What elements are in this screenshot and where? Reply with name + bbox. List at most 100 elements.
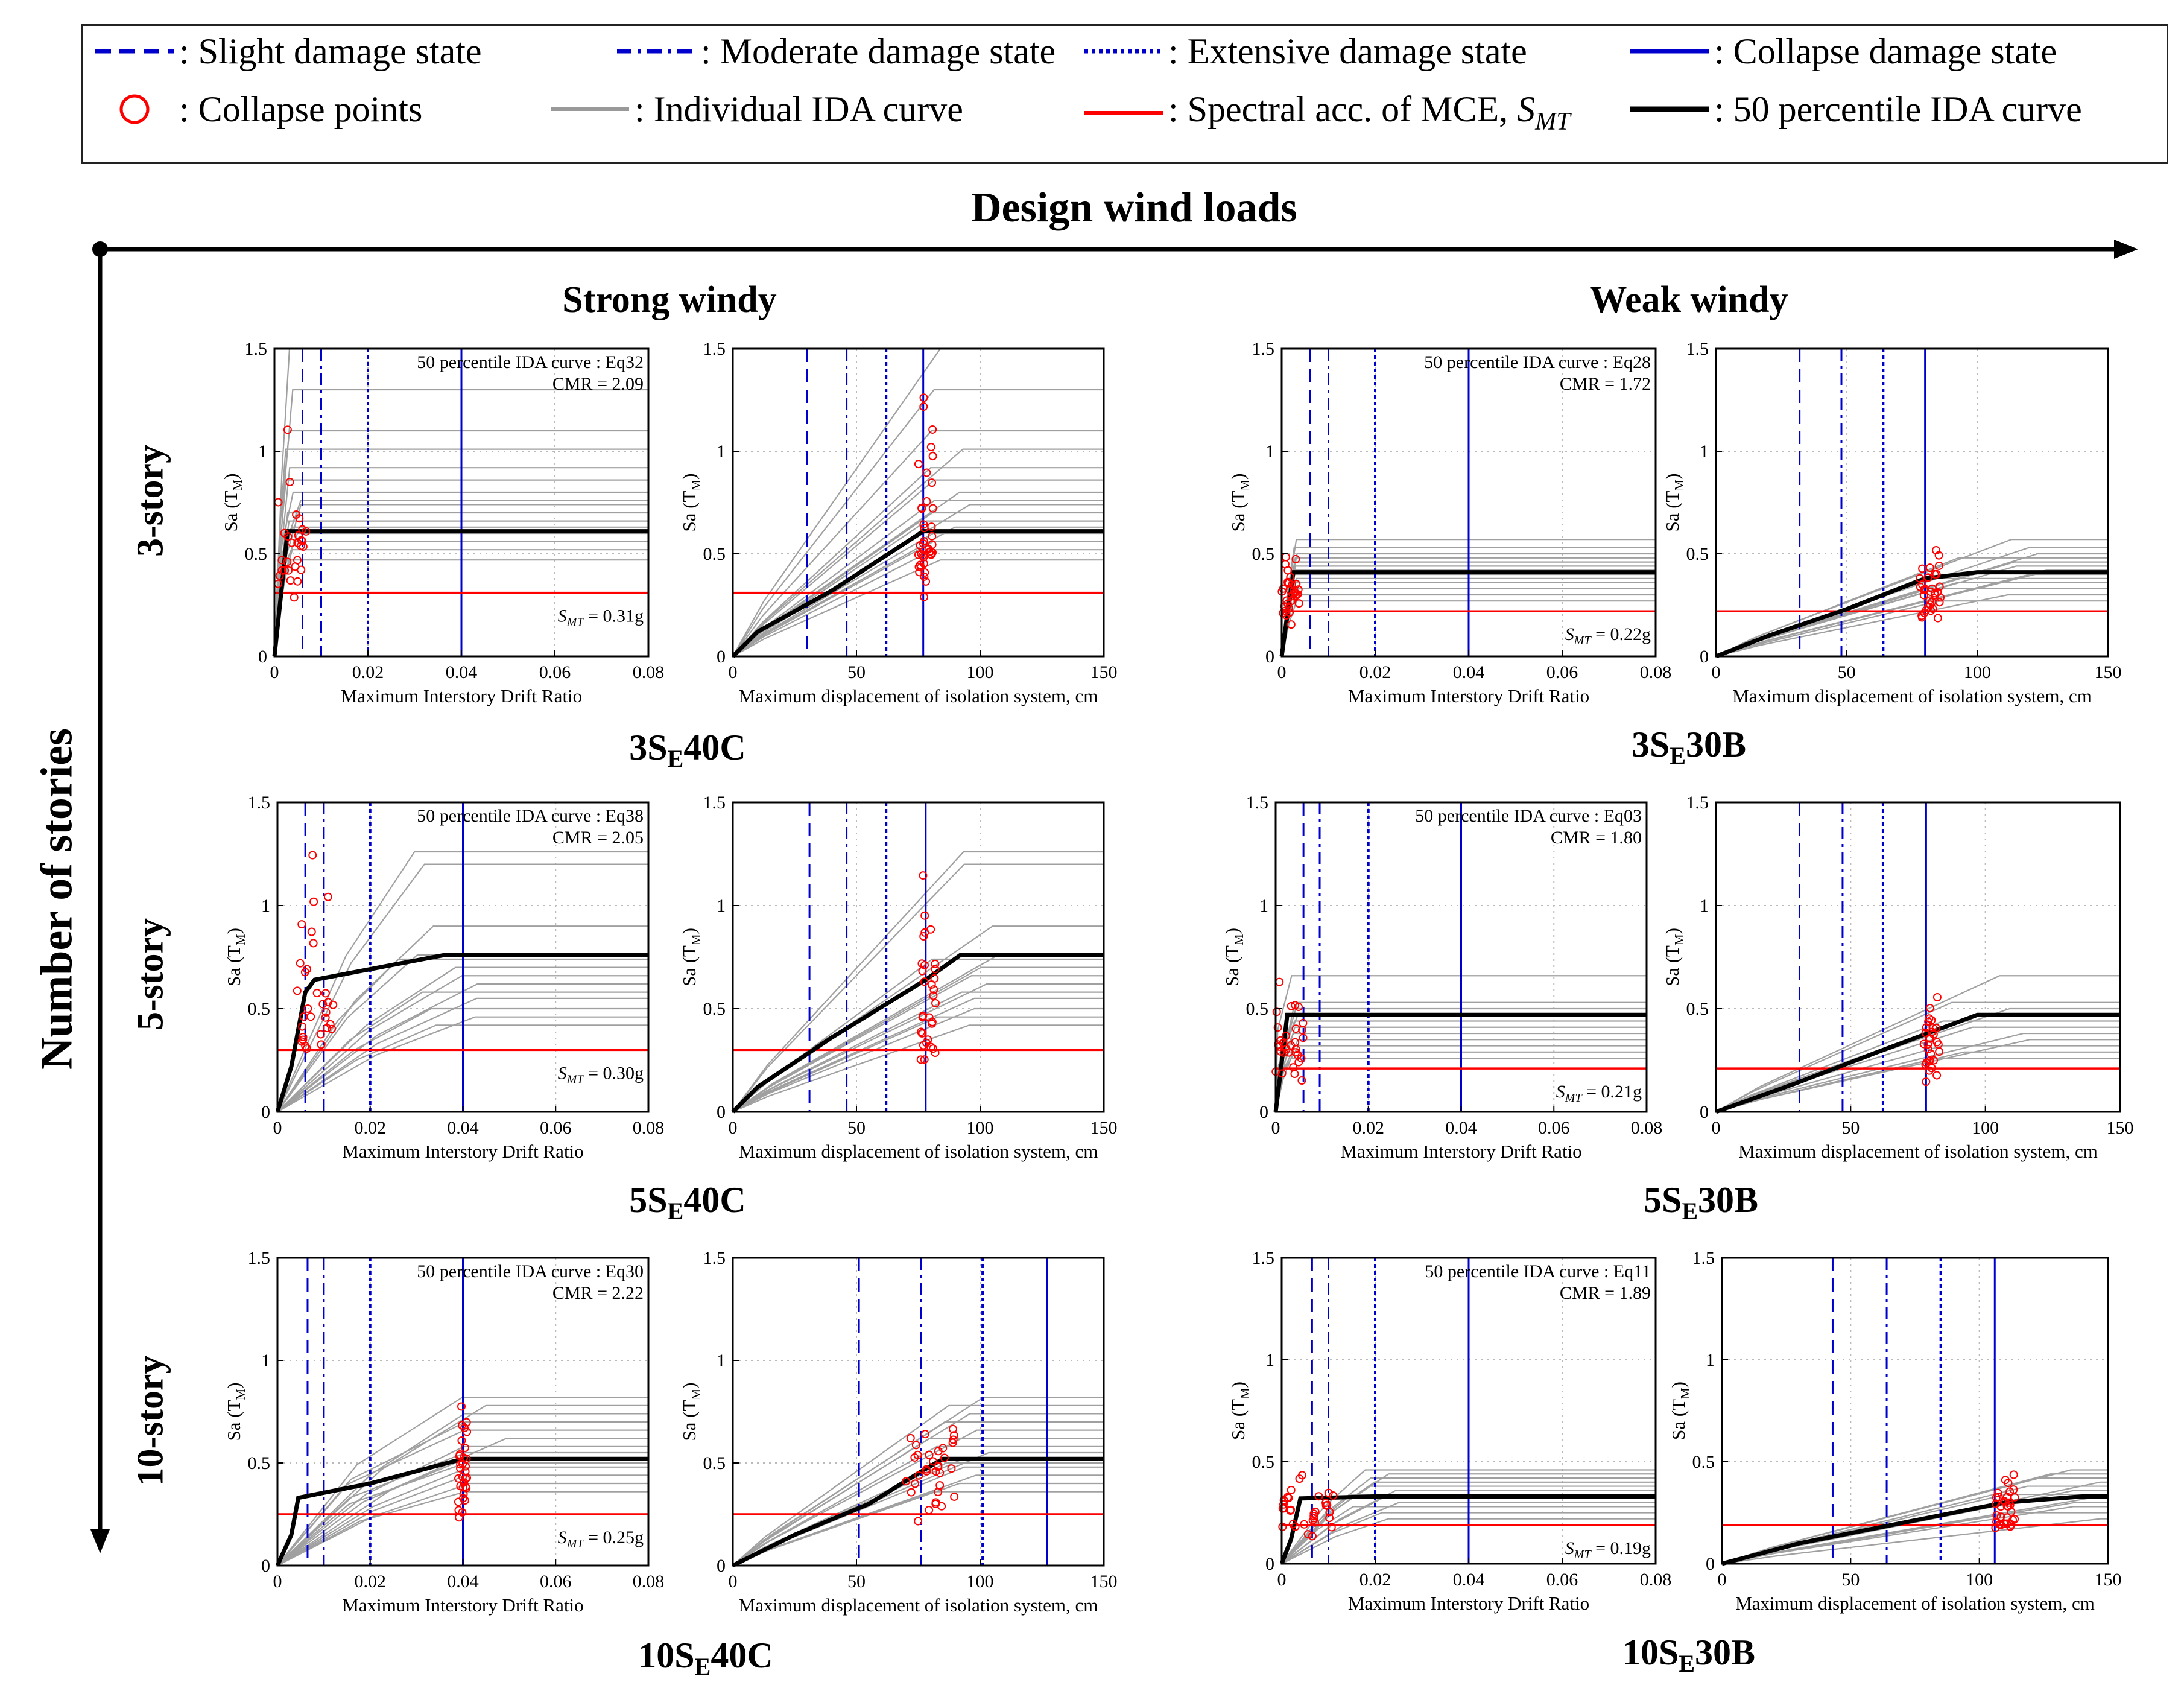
collapse-point bbox=[929, 985, 938, 994]
mce-annotation: SMT = 0.21g bbox=[1556, 1082, 1642, 1105]
individual-ida-curve bbox=[277, 1007, 648, 1112]
collapse-point bbox=[321, 989, 330, 998]
collapse-point bbox=[1279, 609, 1288, 618]
collapse-point bbox=[1992, 1511, 2001, 1520]
collapse-point bbox=[911, 1479, 920, 1488]
plot-frame bbox=[732, 347, 1105, 658]
collapse-point bbox=[1309, 1509, 1318, 1518]
plot-frame bbox=[732, 801, 1105, 1113]
individual-ida-curve bbox=[1715, 594, 2108, 658]
collapse-point bbox=[935, 1481, 945, 1490]
x-axis-label: Maximum Interstory Drift Ratio bbox=[342, 1594, 583, 1616]
collapse-point bbox=[947, 1464, 956, 1473]
x-tick-label: 150 bbox=[2107, 1118, 2134, 1138]
y-tick-label: 1 bbox=[1265, 1350, 1274, 1370]
collapse-point bbox=[1299, 1033, 1308, 1042]
collapse-point bbox=[1923, 1040, 1932, 1049]
x-tick-label: 100 bbox=[967, 1118, 994, 1138]
collapse-point bbox=[1300, 1520, 1309, 1529]
collapse-point bbox=[925, 1506, 934, 1515]
plot-3se30b-disp: 0 50 100 150 0 0.5 1 1.5 Maximum displacement of… bbox=[1662, 339, 2122, 706]
collapse-point bbox=[931, 1499, 940, 1508]
vertical-arrow-head bbox=[90, 1529, 110, 1553]
collapse-point bbox=[914, 1471, 923, 1480]
individual-ida-curve bbox=[277, 1016, 648, 1112]
collapse-point bbox=[1299, 1018, 1308, 1027]
collapse-point bbox=[317, 1040, 326, 1049]
plot-5se40c-disp: 0 50 100 150 0 0.5 1 1.5 Maximum displacement of… bbox=[679, 793, 1118, 1162]
collapse-point bbox=[916, 1055, 925, 1064]
y-tick-label: 1.5 bbox=[248, 1248, 271, 1268]
collapse-point bbox=[307, 927, 316, 936]
x-tick-label: 100 bbox=[1966, 1570, 1993, 1590]
collapse-point bbox=[1996, 1502, 2005, 1511]
collapse-point bbox=[454, 1506, 463, 1515]
collapse-point bbox=[280, 566, 290, 575]
x-tick-label: 0.06 bbox=[539, 662, 571, 682]
collapse-point bbox=[1921, 1060, 1930, 1069]
y-tick-label: 1 bbox=[1265, 442, 1274, 462]
individual-ida-curve bbox=[273, 389, 648, 657]
collapse-point bbox=[914, 460, 923, 469]
median-ida-curve bbox=[731, 529, 1104, 658]
individual-ida-curve bbox=[1721, 1518, 2108, 1565]
y-axis-label: Sa (TM) bbox=[1227, 1382, 1252, 1440]
median-annotation: 50 percentile IDA curve : Eq32 bbox=[417, 352, 644, 372]
median-annotation: 50 percentile IDA curve : Eq28 bbox=[1424, 352, 1651, 372]
legend-item-median: : 50 percentile IDA curve bbox=[1627, 91, 2082, 127]
collapse-point bbox=[918, 551, 927, 560]
y-tick-label: 0.5 bbox=[1246, 999, 1269, 1019]
collapse-point bbox=[922, 468, 931, 477]
y-tick-label: 0.5 bbox=[248, 999, 271, 1019]
collapse-point bbox=[1916, 582, 1925, 591]
y-tick-label: 0 bbox=[261, 1556, 270, 1576]
collapse-point bbox=[1273, 1023, 1282, 1032]
collapse-point bbox=[922, 1467, 931, 1476]
y-tick-label: 0.5 bbox=[1686, 544, 1709, 564]
collapse-point bbox=[906, 1433, 915, 1442]
collapse-point bbox=[1311, 1518, 1320, 1527]
collapse-point bbox=[458, 1494, 467, 1503]
collapse-point bbox=[920, 592, 929, 601]
plot-5se40c-drift: 0 0.02 0.04 0.06 0.08 0 0.5 1 1.5 Maximum Interst… bbox=[223, 793, 664, 1162]
collapse-point bbox=[283, 566, 293, 575]
individual-ida-curve bbox=[277, 863, 648, 1112]
legend-item-extensive: : Extensive damage state bbox=[1081, 33, 1527, 69]
y-tick-label: 1.5 bbox=[1686, 793, 1709, 813]
individual-ida-curve bbox=[277, 975, 648, 1112]
collapse-point bbox=[308, 851, 317, 860]
collapse-point bbox=[2005, 1487, 2015, 1496]
collapse-state-line-icon bbox=[1627, 33, 1712, 69]
y-tick-label: 0.5 bbox=[248, 1453, 271, 1473]
collapse-point bbox=[1284, 579, 1293, 588]
x-axis-label: Maximum displacement of isolation system… bbox=[739, 1594, 1098, 1616]
collapse-point bbox=[1279, 584, 1288, 593]
x-tick-label: 0.02 bbox=[1353, 1118, 1385, 1138]
collapse-point bbox=[920, 1430, 929, 1439]
collapse-point bbox=[1323, 1500, 1332, 1509]
y-tick-label: 0 bbox=[1700, 647, 1709, 667]
x-tick-label: 100 bbox=[1972, 1118, 1999, 1138]
y-tick-label: 0.5 bbox=[1252, 1452, 1275, 1472]
x-tick-label: 0 bbox=[1277, 1570, 1287, 1590]
collapse-point bbox=[919, 932, 928, 941]
individual-ida-curve bbox=[1715, 1039, 2120, 1113]
x-tick-label: 50 bbox=[847, 1118, 866, 1138]
collapse-point bbox=[287, 538, 296, 547]
y-axis-label: Sa (TM) bbox=[1662, 928, 1686, 986]
collapse-point bbox=[1287, 1041, 1296, 1050]
collapse-point bbox=[1291, 1048, 1300, 1057]
y-axis-label: Sa (TM) bbox=[223, 928, 248, 986]
x-tick-label: 0.06 bbox=[540, 1572, 572, 1591]
collapse-point bbox=[1922, 1077, 1931, 1087]
collapse-point bbox=[902, 1477, 911, 1486]
collapse-point bbox=[2009, 1470, 2018, 1479]
collapse-point bbox=[920, 568, 929, 577]
plot-3se40c-drift: 0 0.02 0.04 0.06 0.08 0 0.5 1 1.5 Maximum Interst… bbox=[220, 339, 664, 706]
x-tick-label: 0.08 bbox=[1640, 662, 1672, 682]
collapse-point bbox=[1925, 1014, 1934, 1023]
y-tick-label: 1.5 bbox=[703, 339, 726, 359]
y-axis-label: Sa (TM) bbox=[1221, 928, 1246, 986]
x-tick-label: 150 bbox=[1090, 662, 1118, 682]
